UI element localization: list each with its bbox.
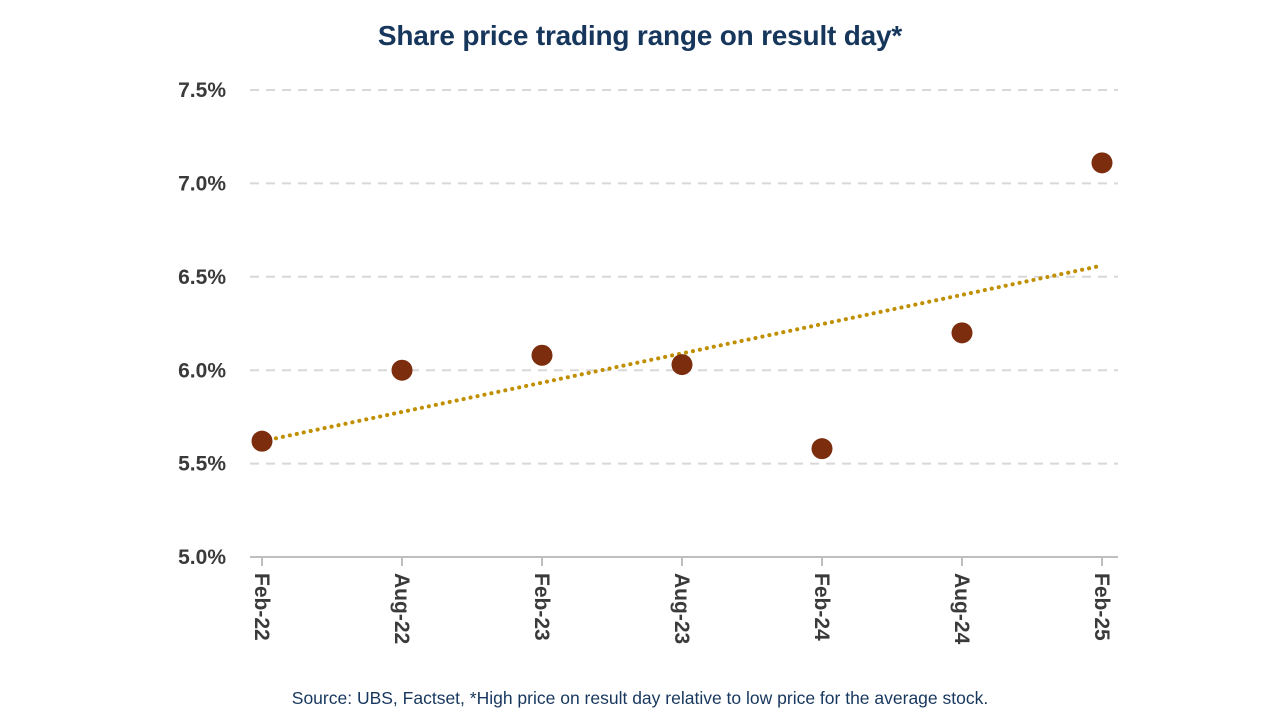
y-tick-label: 5.0% [178, 546, 226, 569]
y-tick-label: 5.5% [178, 453, 226, 476]
data-point [671, 354, 693, 376]
x-tick-label: Feb-22 [250, 573, 273, 641]
x-tick-label: Feb-25 [1090, 573, 1113, 641]
x-tick-label: Aug-22 [390, 573, 413, 644]
data-point [811, 438, 833, 460]
y-tick-label: 7.0% [178, 173, 226, 196]
data-point [1091, 152, 1113, 174]
data-point [531, 344, 553, 366]
chart-title: Share price trading range on result day* [377, 20, 903, 51]
data-point [951, 322, 973, 344]
x-tick-label: Feb-23 [530, 573, 553, 641]
x-tick-label: Aug-24 [950, 573, 973, 644]
y-tick-label: 6.5% [178, 266, 226, 289]
x-tick-label: Aug-23 [670, 573, 693, 644]
x-tick-label: Feb-24 [810, 573, 833, 641]
y-tick-label: 7.5% [178, 79, 226, 102]
source-note: Source: UBS, Factset, *High price on res… [291, 688, 989, 708]
trend-line [260, 263, 1104, 444]
data-point [391, 359, 413, 381]
y-tick-label: 6.0% [178, 359, 226, 382]
data-point [251, 430, 273, 452]
